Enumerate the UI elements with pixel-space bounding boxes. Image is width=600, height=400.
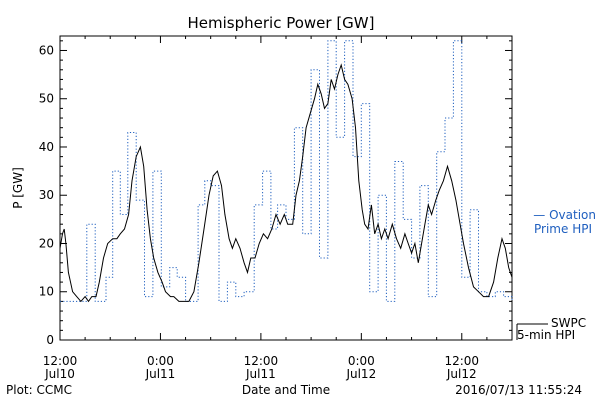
y-tick-label: 30 <box>39 188 54 202</box>
y-tick-label: 60 <box>39 43 54 57</box>
series-ovation-prime-hpi <box>60 40 513 302</box>
plot-frame <box>59 35 513 341</box>
x-tick-date-label: Jul12 <box>446 367 477 381</box>
x-tick-time-label: 12:00 <box>244 354 279 368</box>
y-tick-label: 0 <box>46 333 54 347</box>
y-tick-label: 40 <box>39 140 54 154</box>
y-tick-label: 50 <box>39 92 54 106</box>
x-tick-time-label: 12:00 <box>43 354 78 368</box>
x-tick-time-label: 12:00 <box>444 354 479 368</box>
x-tick-time-label: 0:00 <box>147 354 174 368</box>
y-axis: 0 10 20 30 40 50 60 <box>39 40 512 347</box>
x-axis-label: Date and Time <box>242 383 330 397</box>
plot-credit: Plot: CCMC <box>6 383 72 397</box>
legend-swpc-line2: 5-min HPI <box>517 328 575 342</box>
y-tick-label: 20 <box>39 236 54 250</box>
series-swpc-5min-hpi <box>59 63 513 303</box>
chart-title: Hemispheric Power [GW] <box>188 14 375 32</box>
legend-swpc-line1: SWPC <box>551 316 586 330</box>
x-tick-date-label: Jul11 <box>245 367 276 381</box>
x-tick-time-label: 0:00 <box>348 354 375 368</box>
series-layer <box>59 40 513 303</box>
x-tick-date-label: Jul12 <box>345 367 376 381</box>
timestamp: 2016/07/13 11:55:24 <box>455 383 582 397</box>
legend-ovation-line1: — Ovation <box>533 208 596 222</box>
legend-ovation: — Ovation Prime HPI <box>533 208 596 236</box>
x-tick-date-label: Jul11 <box>145 367 176 381</box>
x-tick-date-label: Jul10 <box>44 367 75 381</box>
legend-swpc: SWPC 5-min HPI <box>516 316 586 342</box>
legend-ovation-line2: Prime HPI <box>534 222 592 236</box>
x-axis: 12:00Jul100:00Jul1112:00Jul110:00Jul1212… <box>43 36 488 381</box>
y-axis-label: P [GW] <box>11 167 25 209</box>
y-tick-label: 10 <box>39 285 54 299</box>
